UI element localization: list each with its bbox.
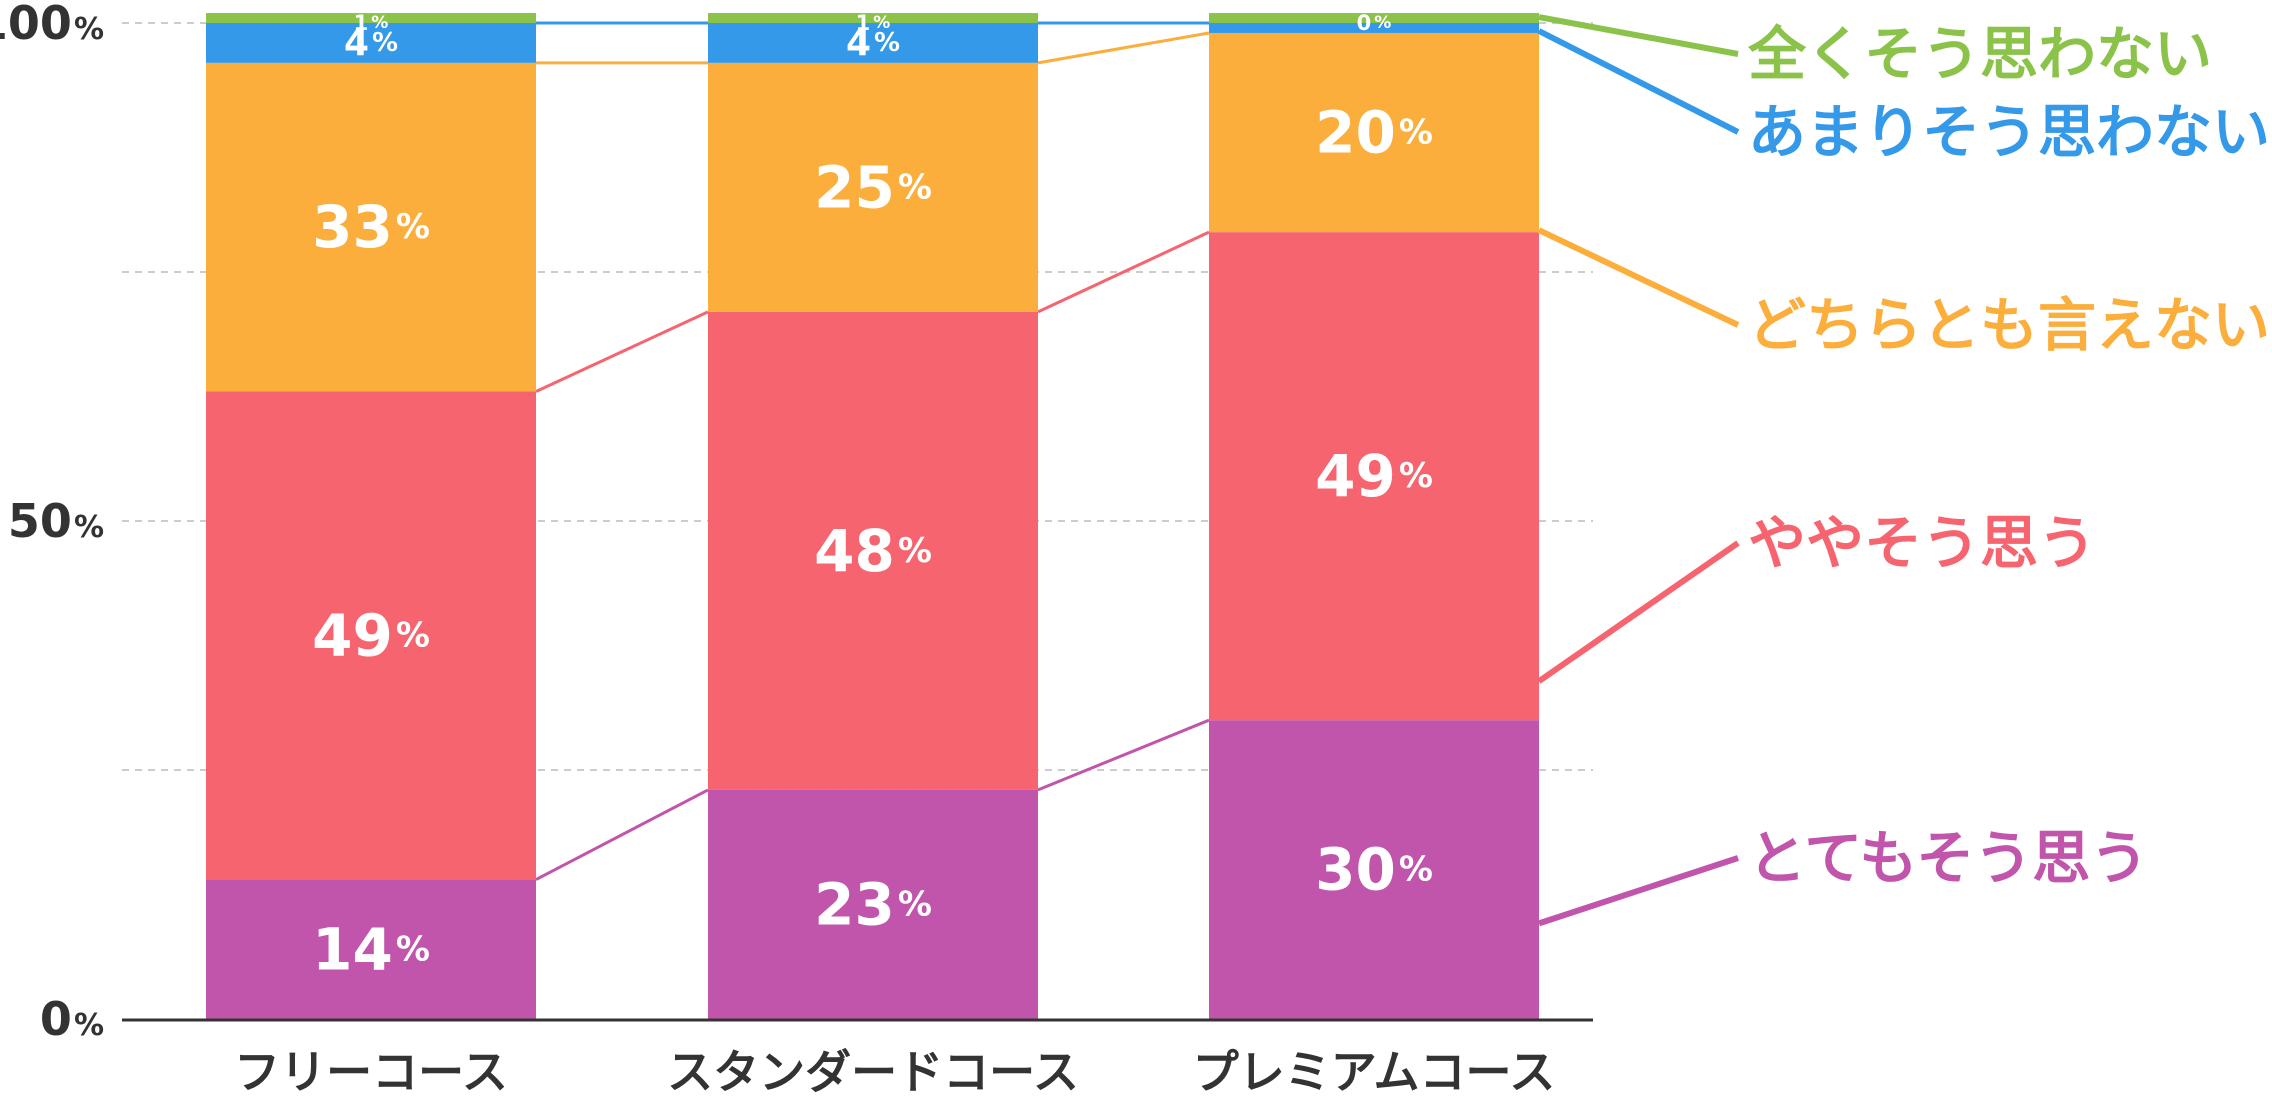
y-tick-label-100: 100% [0, 0, 104, 50]
data-label-プレミアムコース-ややそう思う: 49% [1315, 442, 1433, 510]
connector-ややそう思う-0 [535, 310, 709, 393]
data-label-フリーコース-ややそう思う: 49% [312, 602, 430, 670]
bar-segment-プレミアムコース-全くそう思わない [1209, 13, 1539, 23]
y-tick-label-0: 0% [40, 992, 104, 1046]
y-tick-label-50: 50% [8, 494, 104, 548]
legend-leader-とてもそう思う [1538, 855, 1739, 927]
connector-とてもそう思う-1 [1037, 718, 1210, 792]
x-tick-label-2: プレミアムコース [1193, 1045, 1555, 1099]
bar-segment-フリーコース-とてもそう思う [206, 879, 536, 1019]
bar-segment-スタンダードコース-ややそう思う [708, 311, 1038, 790]
legend-label-あまりそう思わない: あまりそう思わない [1748, 98, 2270, 166]
legend-leader-どちらとも言えない [1537, 227, 1740, 328]
data-label-フリーコース-どちらとも言えない: 33% [312, 193, 430, 261]
x-tick-label-0: フリーコース [234, 1045, 508, 1099]
bar-segment-プレミアムコース-ややそう思う [1209, 232, 1539, 721]
bar-segment-フリーコース-ややそう思う [206, 391, 536, 880]
legend-label-どちらとも言えない: どちらとも言えない [1748, 291, 2270, 359]
connector-ややそう思う-1 [1037, 230, 1210, 314]
data-label-スタンダードコース-どちらとも言えない: 25% [814, 153, 932, 221]
legend-label-ややそう思う: ややそう思う [1748, 509, 2096, 577]
bar-segment-プレミアムコース-とてもそう思う [1209, 720, 1539, 1019]
bar-segment-プレミアムコース-あまりそう思わない [1209, 23, 1539, 33]
bar-segment-スタンダードコース-どちらとも言えない [708, 62, 1038, 312]
data-label-プレミアムコース-どちらとも言えない: 20% [1315, 99, 1433, 167]
data-label-フリーコース-あまりそう思わない: 4% [344, 22, 398, 63]
axes: 0% 50% 100% フリーコース スタンダードコース プレミアムコース [0, 0, 1593, 1099]
bar-segment-スタンダードコース-とてもそう思う [708, 789, 1038, 1019]
legend-leader-あまりそう思わない [1537, 28, 1740, 135]
connector-lines [535, 21, 1210, 881]
bars [206, 13, 1539, 1019]
data-label-スタンダードコース-全くそう思わない: 1% [856, 11, 891, 35]
data-label-フリーコース-全くそう思わない: 1% [354, 11, 389, 35]
data-labels: 14%49%33%4 %1 %23%48%25%4 %1 %30%49%20%0% [312, 11, 1433, 983]
bar-segment-フリーコース-全くそう思わない [206, 13, 536, 23]
bar-segment-フリーコース-あまりそう思わない [206, 23, 536, 63]
data-label-プレミアムコース-全くそう思わない: 0% [1357, 11, 1392, 35]
x-tick-label-1: スタンダードコース [667, 1045, 1079, 1099]
data-label-プレミアムコース-とてもそう思う: 30% [1315, 836, 1433, 904]
legend-leader-全くそう思わない [1538, 14, 1739, 57]
connector-とてもそう思う-0 [535, 788, 709, 881]
legend-label-とてもそう思う: とてもそう思う [1748, 824, 2148, 892]
data-label-スタンダードコース-あまりそう思わない: 4% [846, 22, 900, 63]
bar-segment-スタンダードコース-全くそう思わない [708, 13, 1038, 23]
bar-segment-フリーコース-どちらとも言えない [206, 62, 536, 392]
legend-leader-ややそう思う [1537, 540, 1740, 684]
connector-どちらとも言えない-1 [1037, 31, 1210, 65]
data-label-フリーコース-とてもそう思う: 14% [312, 915, 430, 983]
bar-segment-プレミアムコース-どちらとも言えない [1209, 32, 1539, 233]
bar-segment-スタンダードコース-あまりそう思わない [708, 23, 1038, 63]
data-label-スタンダードコース-ややそう思う: 48% [814, 517, 932, 585]
legend-label-全くそう思わない: 全くそう思わない [1747, 20, 2212, 88]
data-label-スタンダードコース-とてもそう思う: 23% [814, 870, 932, 938]
